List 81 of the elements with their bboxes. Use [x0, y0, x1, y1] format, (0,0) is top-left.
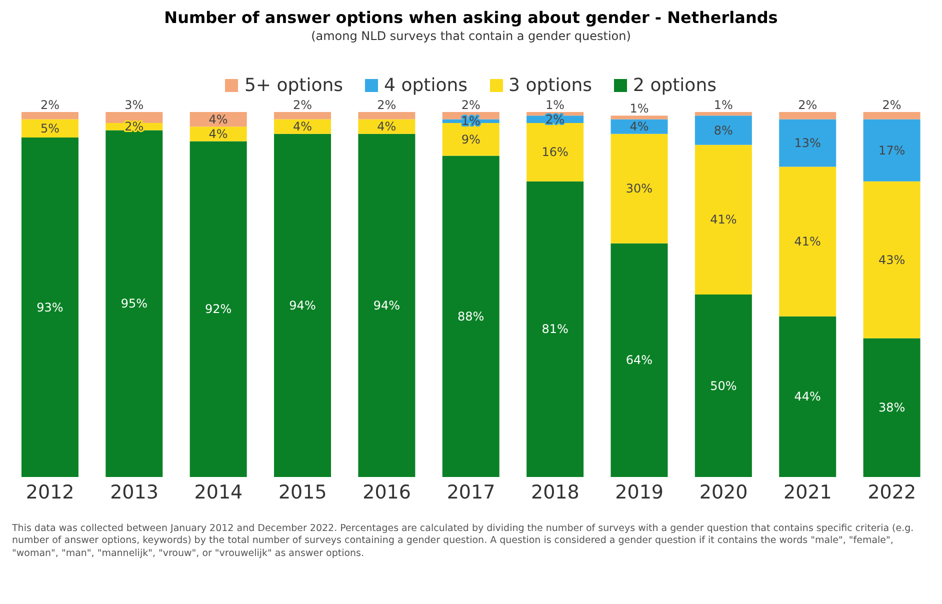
data-label: 2% [40, 98, 60, 112]
x-tick-label: 2019 [615, 481, 664, 504]
bar [610, 116, 668, 120]
bar [694, 294, 752, 477]
x-tick-label: 2022 [868, 481, 916, 504]
bar [106, 112, 163, 123]
data-label: 3% [124, 98, 144, 112]
bar [779, 166, 836, 316]
bar [863, 119, 920, 182]
data-label: 92% [204, 302, 232, 316]
bar [779, 112, 836, 120]
data-label: 13% [794, 136, 821, 150]
data-label: 4% [377, 120, 396, 134]
data-label: 41% [710, 212, 737, 227]
bar [21, 138, 78, 477]
chart-title: Number of answer options when asking about gender - Netherlands [163, 8, 779, 27]
data-label: 16% [542, 145, 568, 160]
bar [694, 144, 752, 294]
bar [358, 112, 416, 120]
chart-subtitle: (among NLD surveys that contain a gender question) [310, 29, 632, 43]
x-tick-label: 2017 [446, 481, 496, 504]
bar [190, 141, 247, 477]
data-label: 4% [208, 112, 228, 126]
data-label: 2% [377, 98, 396, 112]
bar [106, 130, 163, 477]
bar [21, 112, 78, 120]
data-label: 1% [714, 98, 733, 112]
data-label: 4% [630, 120, 649, 134]
x-tick-label: 2020 [699, 481, 748, 504]
data-label: 44% [794, 390, 821, 404]
data-label: 5% [40, 121, 60, 136]
data-label: 30% [626, 182, 653, 196]
data-label: 2% [546, 112, 565, 126]
data-label: 43% [878, 252, 906, 267]
bar [274, 112, 332, 120]
legend-label: 2 options [632, 75, 716, 96]
bar [442, 156, 500, 477]
bar [526, 181, 584, 477]
data-label: 1% [630, 102, 649, 116]
data-label: 2% [292, 98, 312, 112]
data-label: 81% [542, 322, 568, 336]
bar [694, 112, 752, 116]
x-tick-label: 2016 [362, 481, 411, 504]
data-label: 2% [882, 98, 902, 112]
data-label: 88% [458, 309, 484, 324]
data-label: 93% [36, 300, 64, 314]
x-tick-label: 2014 [194, 481, 243, 504]
data-label: 2% [461, 98, 480, 112]
data-label: 2% [124, 120, 144, 134]
data-label: 95% [120, 296, 148, 311]
data-label: 2% [798, 98, 818, 112]
data-label: 4% [208, 126, 228, 141]
x-tick-label: 2021 [784, 481, 832, 504]
bar [863, 181, 920, 338]
x-tick-label: 2013 [110, 481, 158, 504]
x-tick-label: 2015 [278, 481, 327, 504]
data-label: 38% [878, 400, 906, 415]
data-label: 4% [292, 120, 312, 134]
data-label: 17% [878, 143, 906, 158]
bar [610, 134, 668, 244]
data-label: 41% [794, 234, 821, 249]
bar [610, 243, 668, 477]
data-label: 8% [714, 123, 733, 138]
bar [358, 134, 416, 477]
legend-label: 3 options [508, 75, 592, 96]
data-label: 1% [546, 98, 565, 112]
data-label: 64% [626, 353, 653, 368]
bar [274, 134, 332, 477]
data-label: 9% [461, 132, 480, 146]
legend-label: 4 options [383, 75, 468, 96]
x-tick-label: 2012 [26, 481, 74, 504]
bar [526, 122, 584, 182]
bar [863, 112, 920, 120]
bar [779, 316, 836, 477]
bar [863, 338, 920, 477]
text: This data was collected between January 2012 and December 2022. Percentages are calculated by dividing the number of surveys with a gender question that contains specific criteria (e.g. number of answer options, keywords) by the total number of surveys containing a gender question. A question is considered a gender question if it contains the words "male", "female", "woman", "man", "mannelijk", "vrouw", or "vrouwelijk" as answer options. [12, 523, 915, 560]
legend-label: 5+ options [243, 75, 344, 96]
data-label: 50% [710, 378, 737, 393]
x-tick-label: 2018 [531, 481, 580, 504]
data-label: 94% [373, 298, 400, 312]
data-label: 94% [289, 298, 316, 312]
